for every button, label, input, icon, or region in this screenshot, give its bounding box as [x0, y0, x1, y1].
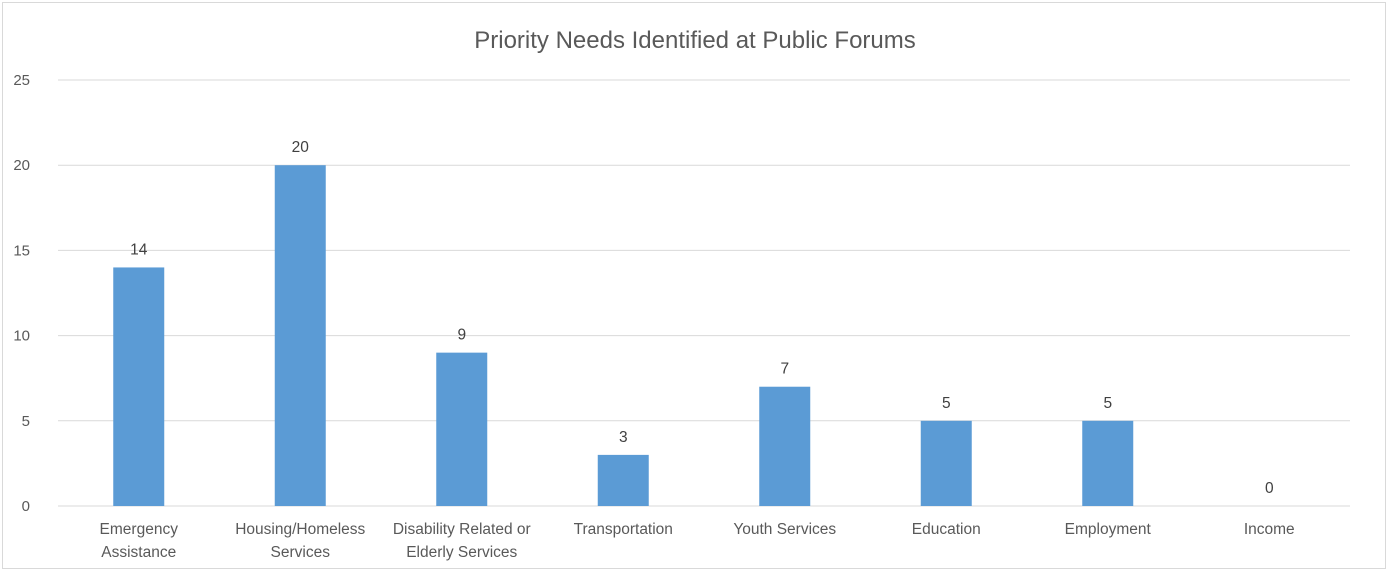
data-label: 14 [130, 241, 148, 258]
bar [920, 420, 972, 506]
data-label: 5 [1103, 395, 1112, 412]
category-label: Youth Services [733, 521, 836, 538]
bar [274, 165, 326, 506]
category-label: Employment [1065, 521, 1152, 538]
bar [1082, 420, 1134, 506]
data-label: 3 [619, 429, 628, 446]
x-axis-categories: Emergency Assistance Housing/Homeless Servi… [100, 521, 1295, 561]
bars [113, 165, 1134, 506]
data-label: 0 [1265, 480, 1274, 497]
bar [113, 267, 165, 506]
data-labels: 14 20 9 3 7 5 5 0 [130, 139, 1274, 497]
data-label: 7 [780, 361, 789, 378]
y-axis-ticks: 0 5 10 15 20 25 [13, 72, 30, 515]
category-label: Income [1244, 521, 1295, 538]
bar [759, 386, 811, 506]
category-label: Education [912, 521, 981, 538]
bar [436, 352, 488, 506]
data-label: 5 [942, 395, 951, 412]
y-tick-label: 10 [13, 328, 30, 345]
data-label: 20 [292, 139, 310, 156]
y-tick-label: 5 [22, 413, 30, 430]
category-label: Transportation [574, 521, 673, 538]
category-label: Housing/Homeless Services [235, 521, 365, 561]
bar [597, 454, 649, 506]
y-tick-label: 15 [13, 242, 30, 259]
category-label: Disability Related or Elderly Services [393, 521, 531, 561]
y-tick-label: 20 [13, 157, 30, 174]
chart-title: Priority Needs Identified at Public Foru… [474, 27, 916, 54]
y-tick-label: 25 [13, 72, 30, 89]
y-tick-label: 0 [22, 498, 30, 515]
data-label: 9 [457, 327, 466, 344]
gridlines [58, 79, 1350, 507]
category-label: Emergency Assistance [100, 521, 179, 561]
